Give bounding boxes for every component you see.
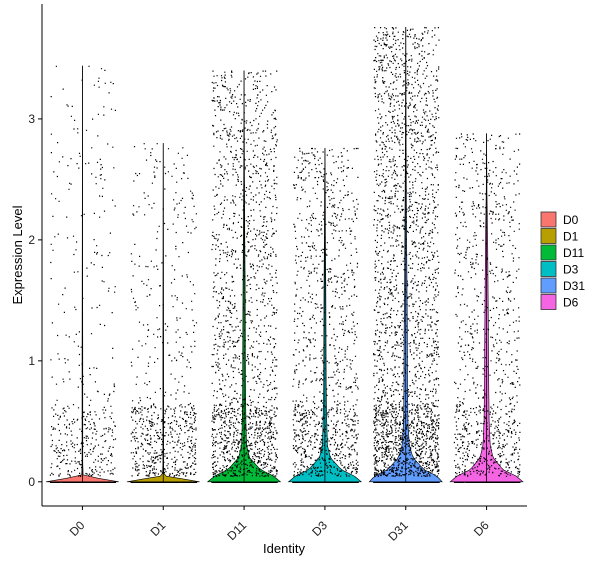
points-D3: [292, 147, 359, 483]
points-D31: [373, 26, 440, 483]
legend-label-D1: D1: [563, 230, 579, 244]
x-tick-label-D0: D0: [67, 518, 88, 539]
legend-label-D11: D11: [563, 246, 584, 260]
x-axis-title: Identity: [263, 541, 305, 556]
x-tick-label-D31: D31: [385, 518, 411, 544]
legend-label-D0: D0: [563, 213, 579, 227]
legend-label-D3: D3: [563, 263, 579, 277]
points-cloud-D1: [130, 143, 198, 483]
legend-label-D6: D6: [563, 296, 579, 310]
x-tick-label-D3: D3: [309, 518, 330, 539]
points-cloud-D3: [292, 147, 359, 483]
y-axis-ticks: 0 1 2 3: [28, 112, 42, 489]
plot-area: [45, 26, 524, 483]
x-tick-label-D11: D11: [224, 518, 249, 543]
y-tick-label-1: 1: [28, 354, 35, 368]
points-D1: [130, 143, 198, 483]
legend-label-D31: D31: [563, 279, 585, 293]
legend-swatch-D3: [540, 261, 557, 277]
points-cloud-D11: [211, 70, 278, 483]
legend-swatch-D6: [540, 294, 557, 310]
y-tick-label-0: 0: [28, 475, 35, 489]
x-tick-label-D6: D6: [471, 518, 492, 539]
points-D6: [453, 133, 521, 483]
jitter-points-layer: [49, 26, 521, 483]
x-axis-ticks: D0 D1 D11 D3 D31 D6: [67, 506, 492, 544]
violin-layer: [45, 26, 524, 483]
points-D11: [211, 70, 278, 483]
legend-swatch-D1: [540, 228, 557, 244]
legend-swatch-D11: [540, 244, 557, 261]
points-cloud-D6: [453, 133, 521, 483]
points-D0: [49, 65, 117, 483]
legend-swatch-D0: [540, 211, 557, 228]
x-tick-label-D1: D1: [148, 518, 169, 539]
legend: D0 D1 D11 D3 D31 D6: [540, 211, 585, 310]
y-tick-label-2: 2: [28, 233, 35, 247]
y-axis-title: Expression Level: [10, 205, 25, 304]
legend-swatch-D31: [540, 277, 557, 294]
y-tick-label-3: 3: [28, 112, 35, 126]
points-cloud-D31: [373, 27, 440, 483]
